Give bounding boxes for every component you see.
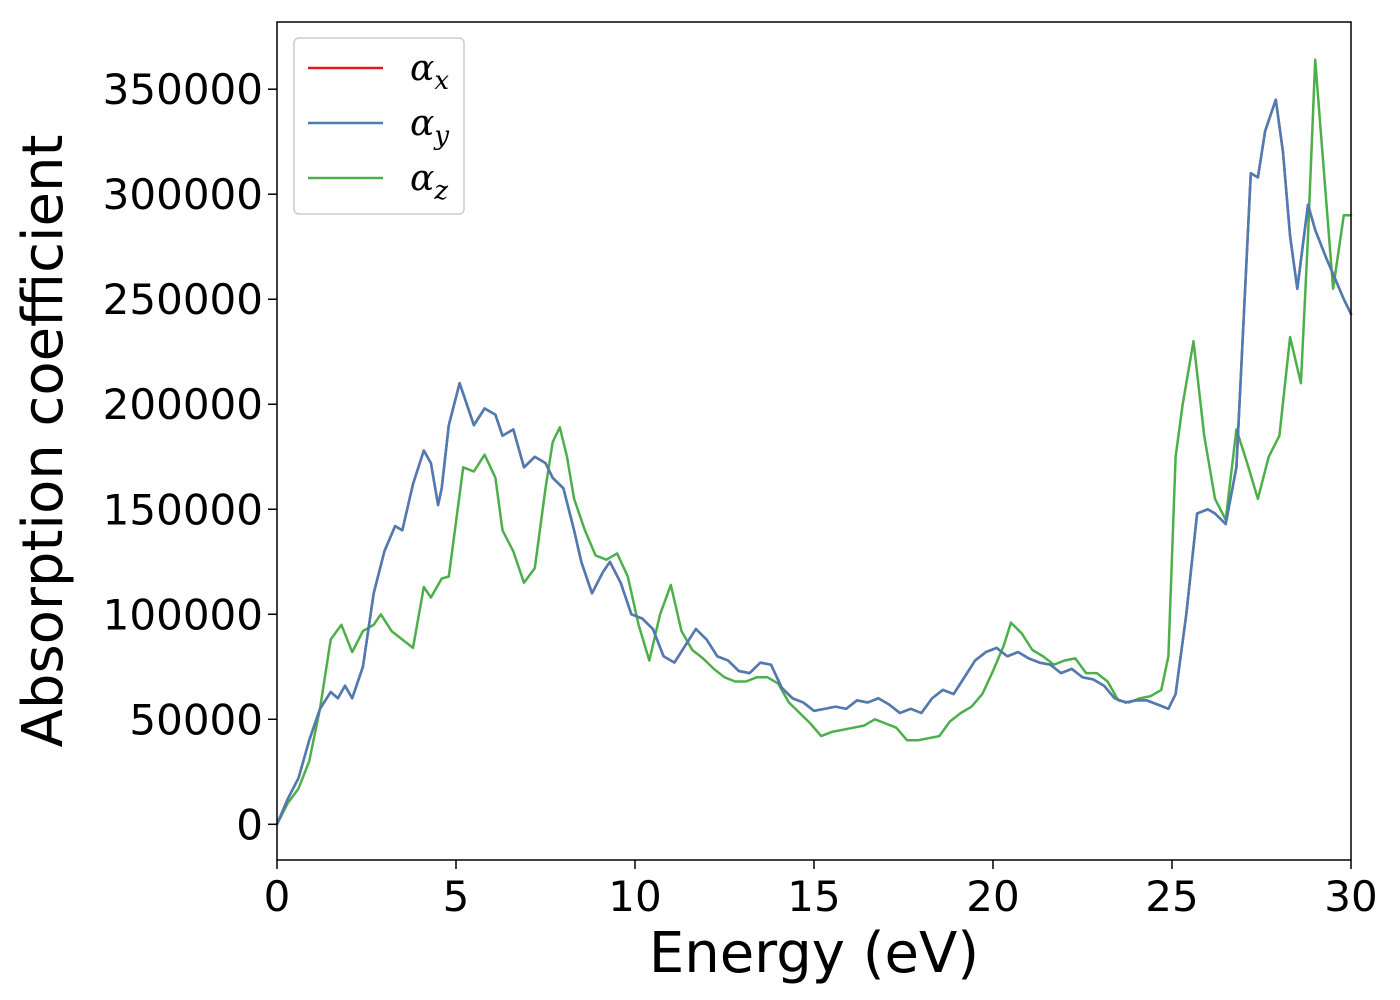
x-tick-label: 20 (966, 872, 1019, 921)
y-tick-label: 300000 (103, 170, 263, 219)
x-tick-label: 0 (264, 872, 291, 921)
y-tick-label: 50000 (129, 695, 263, 744)
x-tick-label: 25 (1145, 872, 1198, 921)
y-tick-label: 350000 (103, 65, 263, 114)
legend-symbol: α (410, 48, 434, 89)
y-tick-label: 150000 (103, 485, 263, 534)
legend-symbol: α (410, 103, 434, 144)
x-tick-label: 10 (608, 872, 661, 921)
series-layer (275, 58, 1353, 826)
legend-subscript: x (434, 66, 449, 96)
x-tick-label: 30 (1324, 872, 1377, 921)
y-tick-label: 0 (236, 800, 263, 849)
series-line-y (275, 98, 1353, 826)
legend-label-y: αy (410, 103, 449, 151)
series-line-z (275, 58, 1353, 826)
legend-box (293, 37, 465, 215)
legend-subscript: y (433, 121, 449, 151)
x-axis: 0 5 10 15 20 25 30 (264, 860, 1378, 921)
legend-subscript: z (433, 176, 448, 206)
x-tick-label: 5 (443, 872, 470, 921)
legend-label-x: αx (410, 48, 449, 96)
x-axis-title: Energy (eV) (649, 921, 979, 986)
y-tick-label: 250000 (103, 275, 263, 324)
x-tick-label: 15 (787, 872, 840, 921)
y-tick-label: 100000 (103, 590, 263, 639)
y-axis: 0 50000 100000 150000 200000 250000 300000 3500… (103, 65, 277, 849)
legend-label-z: αz (410, 158, 448, 206)
y-axis-title: Absorption coefficient (11, 135, 76, 748)
legend-symbol: α (410, 158, 434, 199)
y-tick-label: 200000 (103, 380, 263, 429)
